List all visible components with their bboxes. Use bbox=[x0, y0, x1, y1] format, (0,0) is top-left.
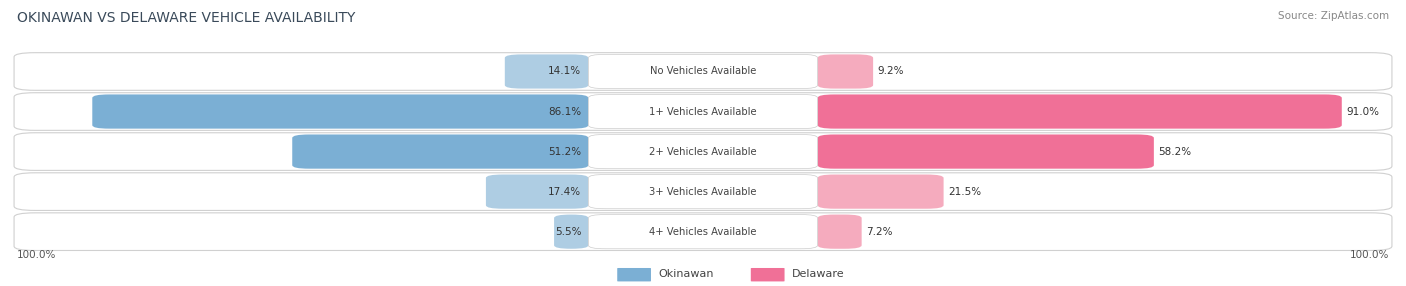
FancyBboxPatch shape bbox=[588, 134, 818, 169]
Text: 14.1%: 14.1% bbox=[548, 67, 582, 76]
Text: 58.2%: 58.2% bbox=[1159, 147, 1191, 156]
FancyBboxPatch shape bbox=[588, 94, 818, 129]
FancyBboxPatch shape bbox=[14, 93, 1392, 130]
Text: 2+ Vehicles Available: 2+ Vehicles Available bbox=[650, 147, 756, 156]
FancyBboxPatch shape bbox=[818, 214, 862, 249]
Text: 17.4%: 17.4% bbox=[548, 187, 582, 196]
FancyBboxPatch shape bbox=[617, 268, 651, 281]
Text: 3+ Vehicles Available: 3+ Vehicles Available bbox=[650, 187, 756, 196]
FancyBboxPatch shape bbox=[588, 54, 818, 89]
Text: Source: ZipAtlas.com: Source: ZipAtlas.com bbox=[1278, 11, 1389, 21]
FancyBboxPatch shape bbox=[14, 53, 1392, 90]
Text: 86.1%: 86.1% bbox=[548, 107, 582, 116]
Text: 21.5%: 21.5% bbox=[948, 187, 981, 196]
FancyBboxPatch shape bbox=[818, 94, 1341, 129]
Text: 1+ Vehicles Available: 1+ Vehicles Available bbox=[650, 107, 756, 116]
FancyBboxPatch shape bbox=[14, 173, 1392, 210]
Text: Okinawan: Okinawan bbox=[658, 269, 713, 279]
Text: 100.0%: 100.0% bbox=[1350, 250, 1389, 259]
Text: Delaware: Delaware bbox=[792, 269, 844, 279]
Text: 9.2%: 9.2% bbox=[877, 67, 904, 76]
Text: 5.5%: 5.5% bbox=[555, 227, 582, 237]
Text: 4+ Vehicles Available: 4+ Vehicles Available bbox=[650, 227, 756, 237]
FancyBboxPatch shape bbox=[818, 54, 873, 89]
FancyBboxPatch shape bbox=[818, 134, 1154, 169]
Text: 100.0%: 100.0% bbox=[17, 250, 56, 259]
Text: 51.2%: 51.2% bbox=[548, 147, 582, 156]
FancyBboxPatch shape bbox=[751, 268, 785, 281]
FancyBboxPatch shape bbox=[14, 133, 1392, 170]
FancyBboxPatch shape bbox=[818, 174, 943, 209]
Text: 7.2%: 7.2% bbox=[866, 227, 893, 237]
Text: OKINAWAN VS DELAWARE VEHICLE AVAILABILITY: OKINAWAN VS DELAWARE VEHICLE AVAILABILIT… bbox=[17, 11, 356, 25]
FancyBboxPatch shape bbox=[14, 213, 1392, 251]
Text: No Vehicles Available: No Vehicles Available bbox=[650, 67, 756, 76]
Text: 91.0%: 91.0% bbox=[1346, 107, 1379, 116]
FancyBboxPatch shape bbox=[588, 174, 818, 209]
FancyBboxPatch shape bbox=[93, 94, 588, 129]
FancyBboxPatch shape bbox=[588, 214, 818, 249]
FancyBboxPatch shape bbox=[505, 54, 588, 89]
FancyBboxPatch shape bbox=[486, 174, 588, 209]
FancyBboxPatch shape bbox=[292, 134, 588, 169]
FancyBboxPatch shape bbox=[554, 214, 588, 249]
